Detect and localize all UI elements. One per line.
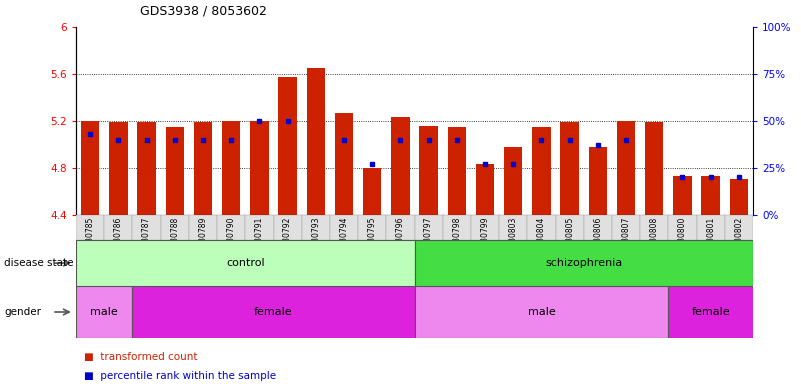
Text: GSM630793: GSM630793 [312,216,320,263]
Text: GSM630789: GSM630789 [199,216,207,263]
Text: GSM630791: GSM630791 [255,216,264,263]
Text: GSM630801: GSM630801 [706,216,715,263]
Bar [81,121,99,215]
Bar [645,122,663,215]
Bar [76,286,132,338]
Bar [330,215,358,240]
Bar [443,215,471,240]
Text: GSM630805: GSM630805 [566,216,574,263]
Text: GSM630797: GSM630797 [424,216,433,263]
Bar [138,122,155,215]
Bar [132,286,415,338]
Bar [640,215,668,240]
Bar [668,286,753,338]
Text: GSM630804: GSM630804 [537,216,546,263]
Bar [302,215,330,240]
Bar [725,215,753,240]
Bar [415,215,443,240]
Text: GSM630790: GSM630790 [227,216,235,263]
Bar [448,127,466,215]
Bar [668,215,697,240]
Bar [104,215,132,240]
Text: female: female [691,307,730,317]
Bar [415,240,753,286]
Text: GSM630785: GSM630785 [86,216,95,263]
Text: GSM630806: GSM630806 [594,216,602,263]
Bar [76,240,415,286]
Bar [697,215,725,240]
Bar [279,78,297,215]
Text: male: male [528,307,555,317]
Text: ■  transformed count: ■ transformed count [84,352,198,362]
Bar [245,215,273,240]
Bar [363,168,381,215]
Bar [391,118,409,215]
Bar [76,215,104,240]
Text: schizophrenia: schizophrenia [545,258,622,268]
Bar [702,176,720,215]
Bar [415,286,668,338]
Bar [250,121,268,215]
Bar [132,215,161,240]
Bar [273,215,302,240]
Text: GSM630795: GSM630795 [368,216,376,263]
Bar [504,147,522,215]
Bar [532,127,550,215]
Bar [471,215,499,240]
Bar [420,126,438,215]
Text: GSM630803: GSM630803 [509,216,517,263]
Bar [335,113,353,215]
Bar [730,179,748,215]
Text: GSM630786: GSM630786 [114,216,123,263]
Bar [194,122,212,215]
Bar [612,215,640,240]
Bar [386,215,415,240]
Text: GSM630807: GSM630807 [622,216,630,263]
Bar [109,122,127,215]
Bar [161,215,189,240]
Bar [556,215,584,240]
Text: GSM630792: GSM630792 [283,216,292,263]
Text: GSM630799: GSM630799 [481,216,489,263]
Bar [476,164,494,215]
Bar [589,147,607,215]
Bar [222,121,240,215]
Text: GSM630798: GSM630798 [453,216,461,263]
Text: GSM630808: GSM630808 [650,216,658,263]
Bar [189,215,217,240]
Text: female: female [254,307,293,317]
Bar [358,215,386,240]
Text: GDS3938 / 8053602: GDS3938 / 8053602 [140,4,267,17]
Text: GSM630802: GSM630802 [735,216,743,263]
Bar [617,121,635,215]
Bar [217,215,245,240]
Bar [674,176,691,215]
Text: gender: gender [4,307,41,317]
Bar [499,215,527,240]
Bar [561,122,579,215]
Text: GSM630794: GSM630794 [340,216,348,263]
Bar [307,68,325,215]
Bar [166,127,184,215]
Bar [527,215,556,240]
Text: GSM630787: GSM630787 [142,216,151,263]
Text: disease state: disease state [4,258,74,268]
Text: GSM630800: GSM630800 [678,216,687,263]
Bar [584,215,612,240]
Text: GSM630796: GSM630796 [396,216,405,263]
Text: ■  percentile rank within the sample: ■ percentile rank within the sample [84,371,276,381]
Text: GSM630788: GSM630788 [171,216,179,263]
Text: control: control [226,258,264,268]
Text: male: male [91,307,119,317]
